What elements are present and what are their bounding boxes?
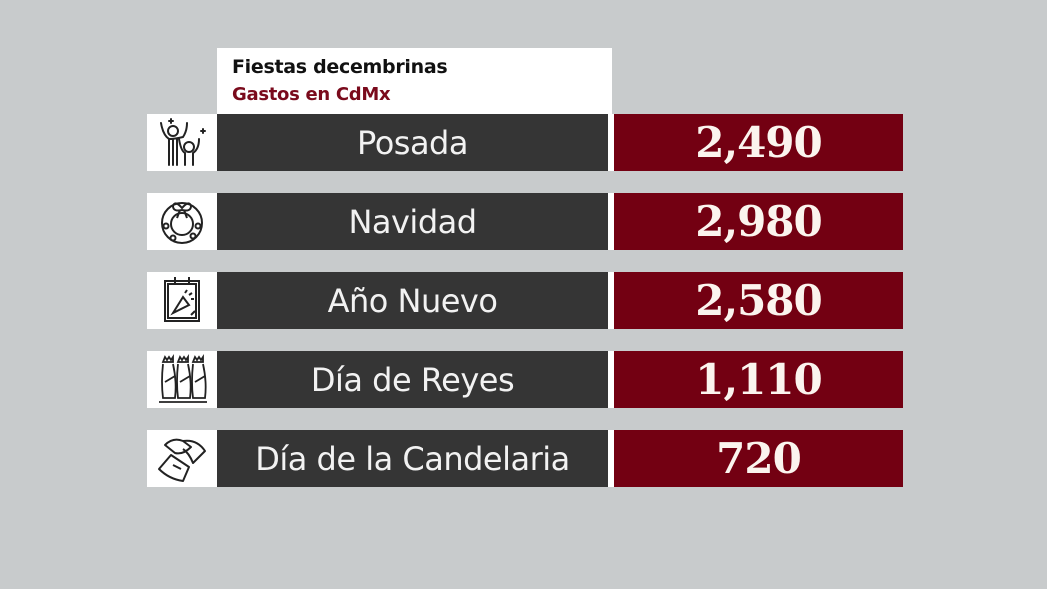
icon-cell (147, 193, 217, 250)
page-subtitle: Gastos en CdMx (232, 84, 391, 105)
header-box: Fiestas decembrinas Gastos en CdMx (217, 48, 612, 114)
icon-cell (147, 351, 217, 408)
icon-cell (147, 272, 217, 329)
table-row: Día de la Candelaria 720 (147, 430, 903, 487)
row-value: 720 (614, 430, 903, 487)
icon-cell (147, 430, 217, 487)
wreath-icon (161, 201, 203, 244)
calendar-confetti-icon (164, 276, 200, 322)
row-value: 2,490 (614, 114, 903, 171)
icon-cell (147, 114, 217, 171)
row-label: Año Nuevo (217, 272, 608, 329)
row-label: Día de Reyes (217, 351, 608, 408)
divider (608, 430, 614, 487)
divider (608, 272, 614, 329)
table-row: Día de Reyes 1,110 (147, 351, 903, 408)
row-value: 2,580 (614, 272, 903, 329)
row-label: Navidad (217, 193, 608, 250)
celebration-people-icon (160, 117, 206, 166)
row-value: 1,110 (614, 351, 903, 408)
page-title: Fiestas decembrinas (232, 56, 448, 78)
table-row: Navidad 2,980 (147, 193, 903, 250)
divider (608, 114, 614, 171)
three-kings-icon (159, 353, 207, 403)
row-value: 2,980 (614, 193, 903, 250)
divider (608, 351, 614, 408)
table-row: Año Nuevo 2,580 (147, 272, 903, 329)
table-row: Posada 2,490 (147, 114, 903, 171)
divider (608, 193, 614, 250)
row-label: Posada (217, 114, 608, 171)
tamales-icon (158, 438, 206, 482)
row-label: Día de la Candelaria (217, 430, 608, 487)
